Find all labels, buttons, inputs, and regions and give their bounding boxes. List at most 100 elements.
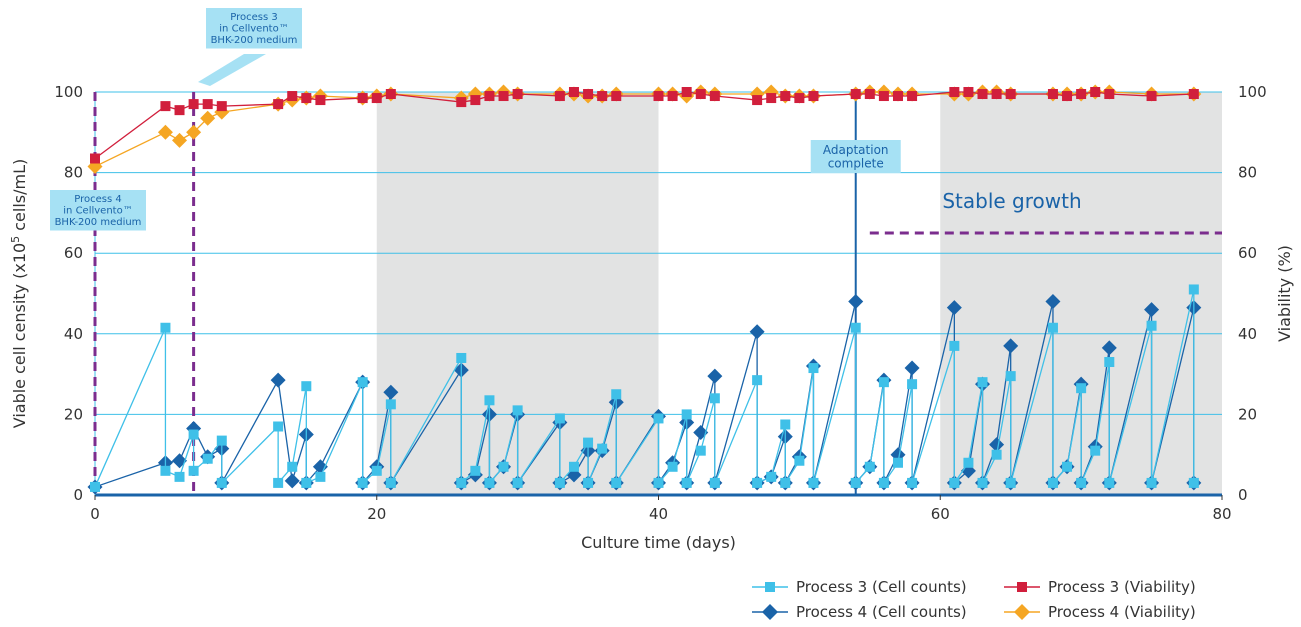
series-0-point-41: [695, 445, 706, 456]
series-0-point-21: [456, 477, 467, 488]
series-2-point-11: [371, 93, 382, 104]
series-2-point-42: [1005, 89, 1016, 100]
series-0-point-38: [667, 461, 678, 472]
series-2-point-22: [611, 91, 622, 102]
series-0-point-44: [752, 375, 763, 386]
series-0-point-60: [949, 340, 960, 351]
y-tick-label-3: 60: [64, 244, 83, 262]
series-0-point-31: [583, 437, 594, 448]
series-0-point-27: [512, 477, 523, 488]
annotation-process3-pointer: [198, 54, 266, 86]
series-0-point-33: [597, 443, 608, 454]
legend-label-p4-viab: Process 4 (Viability): [1048, 603, 1196, 621]
series-0-point-39: [681, 409, 692, 420]
series-0-point-67: [1005, 477, 1016, 488]
series-2-point-2: [174, 105, 185, 116]
series-0-point-66: [1005, 371, 1016, 382]
series-0-point-68: [1047, 322, 1058, 333]
series-0-point-73: [1090, 445, 1101, 456]
series-0-point-10: [273, 477, 284, 488]
series-0-point-36: [653, 413, 664, 424]
series-2-point-43: [1047, 89, 1058, 100]
series-1-point-57: [946, 300, 962, 316]
series-2-point-40: [977, 89, 988, 100]
series-0-point-53: [850, 477, 861, 488]
series-0-point-77: [1146, 477, 1157, 488]
series-0-point-64: [977, 477, 988, 488]
series-0-point-69: [1047, 477, 1058, 488]
series-0-point-13: [301, 477, 312, 488]
series-2-point-36: [892, 91, 903, 102]
series-1-point-62: [989, 437, 1005, 453]
series-2-point-15: [484, 91, 495, 102]
y-tick-label-0: 0: [73, 486, 83, 504]
series-2-point-35: [878, 91, 889, 102]
series-2-point-49: [1188, 89, 1199, 100]
y2-axis-title: Viability (%): [1275, 245, 1294, 342]
series-0-point-20: [456, 352, 467, 363]
series-0-point-24: [484, 477, 495, 488]
series-0-point-74: [1104, 357, 1115, 368]
series-2-point-33: [850, 89, 861, 100]
y-tick-label-2: 40: [64, 325, 83, 343]
series-0-point-72: [1076, 477, 1087, 488]
series-2-point-23: [653, 91, 664, 102]
series-0-point-43: [709, 477, 720, 488]
series-1-point-49: [848, 294, 864, 310]
y2-tick-label-0: 0: [1238, 486, 1248, 504]
series-0-point-4: [188, 429, 199, 440]
x-tick-label-2: 40: [649, 505, 668, 523]
series-0-point-42: [709, 393, 720, 404]
series-2-point-47: [1104, 89, 1115, 100]
series-0-point-45: [752, 477, 763, 488]
shaded-regions: [376, 92, 1222, 495]
legend: Process 3 (Cell counts) Process 4 (Cell …: [752, 576, 1232, 626]
series-0-point-12: [301, 381, 312, 392]
series-3-point-1: [157, 124, 173, 140]
legend-label-p3-cells: Process 3 (Cell counts): [796, 578, 967, 596]
series-3-point-2: [172, 132, 188, 148]
legend-item-p4-cells: Process 4 (Cell counts): [752, 601, 967, 623]
series-0-point-52: [850, 322, 861, 333]
y-axis-title: Viable cell censity (x105 cells/mL): [9, 159, 30, 429]
series-2-point-8: [301, 93, 312, 104]
y2-tick-label-5: 100: [1238, 83, 1267, 101]
series-0-point-71: [1076, 383, 1087, 394]
annotation-adaptation-box: [810, 140, 901, 173]
y2-tick-label-2: 40: [1238, 325, 1257, 343]
series-0-point-47: [780, 419, 791, 430]
series-3-point-3: [186, 124, 202, 140]
series-0-point-19: [385, 477, 396, 488]
y2-tick-label-1: 20: [1238, 405, 1257, 423]
series-2-point-38: [949, 87, 960, 97]
series-0-point-30: [568, 461, 579, 472]
series-0-point-50: [808, 363, 819, 374]
series-2-point-28: [752, 95, 763, 106]
series-0-point-35: [611, 477, 622, 488]
data-series: [87, 84, 1202, 495]
series-2-point-4: [202, 99, 213, 110]
series-0-point-3: [174, 471, 185, 482]
series-1-point-39: [707, 368, 723, 384]
legend-label-p4-cells: Process 4 (Cell counts): [796, 603, 967, 621]
series-0-point-51: [808, 477, 819, 488]
legend-label-p3-viab: Process 3 (Viability): [1048, 578, 1196, 596]
series-2-point-24: [667, 91, 678, 102]
series-2-point-13: [456, 97, 467, 108]
annotation-process4-text: Process 4 in Cellvento™ BHK-200 medium: [55, 194, 142, 228]
legend-item-p3-cells: Process 3 (Cell counts): [752, 576, 967, 598]
series-0-point-15: [357, 377, 368, 388]
legend-swatch-p3-viab: [1004, 582, 1040, 592]
series-0-point-8: [216, 477, 227, 488]
series-1-point-65: [1045, 294, 1061, 310]
series-0-point-75: [1104, 477, 1115, 488]
series-1-point-8: [284, 473, 300, 489]
series-2-point-31: [794, 93, 805, 104]
series-2-point-34: [864, 89, 875, 100]
series-0-point-46: [766, 471, 777, 482]
x-axis-title: Culture time (days): [581, 533, 736, 552]
series-0-point-32: [583, 477, 594, 488]
series-2-point-48: [1146, 91, 1157, 102]
series-0-point-49: [794, 455, 805, 466]
y-tick-label-4: 80: [64, 164, 83, 182]
